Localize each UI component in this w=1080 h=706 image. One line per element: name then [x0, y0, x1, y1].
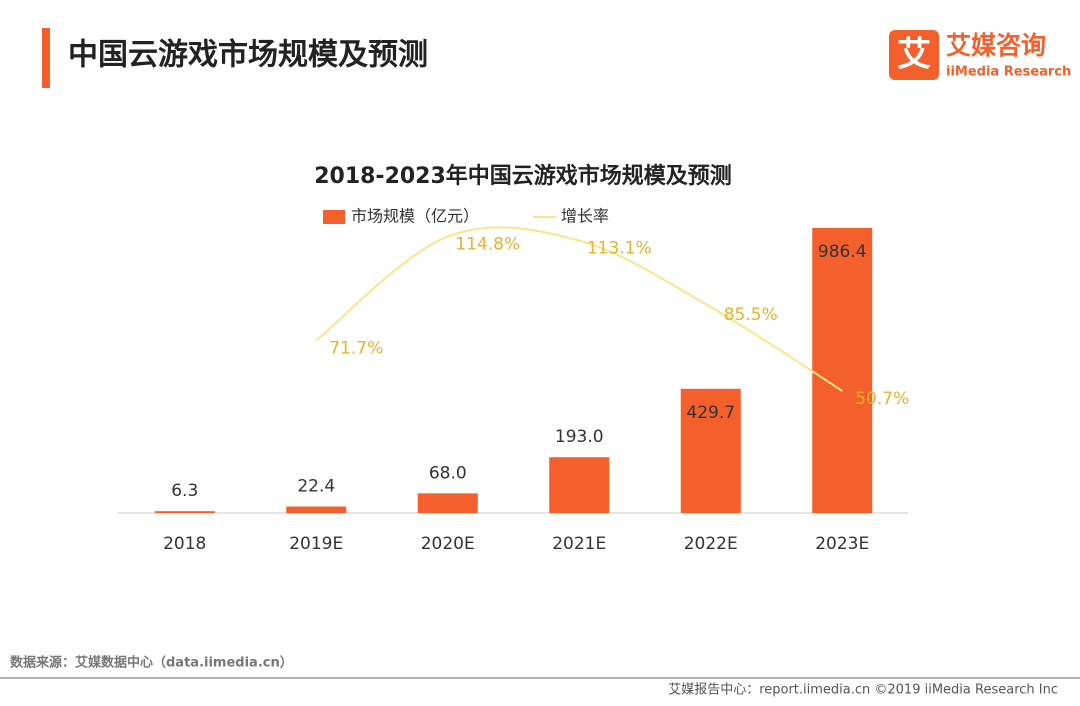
value-label: 429.7 — [686, 403, 735, 423]
logo-icon — [889, 30, 939, 80]
value-label: 6.3 — [171, 481, 198, 501]
bar — [417, 493, 478, 513]
x-tick-label: 2019E — [289, 534, 343, 554]
legend-label: 市场规模（亿元） — [351, 207, 479, 226]
source: 数据来源：艾媒数据中心（data.iimedia.cn） — [10, 655, 293, 671]
legend-swatch — [323, 210, 345, 224]
growth-label: 50.7% — [855, 389, 909, 409]
chart-title: 2018-2023年中国云游戏市场规模及预测 — [314, 163, 732, 189]
legend-label: 增长率 — [561, 207, 609, 226]
value-label: 193.0 — [555, 427, 604, 447]
growth-line — [315, 226, 843, 392]
x-tick-label: 2021E — [552, 534, 606, 554]
page-title: 中国云游戏市场规模及预测 — [68, 38, 428, 73]
bar — [154, 511, 215, 513]
growth-label: 71.7% — [329, 338, 383, 358]
x-tick-label: 2023E — [815, 534, 869, 554]
logo-mark: 艾 — [897, 35, 931, 75]
footer: 艾媒报告中心：report.iimedia.cn ©2019 iiMedia R… — [668, 683, 1058, 698]
growth-label: 113.1% — [587, 239, 652, 259]
value-label: 68.0 — [429, 463, 467, 483]
logo-sub: iiMedia Research — [946, 65, 1071, 80]
logo-name: 艾媒咨询 — [946, 31, 1046, 60]
growth-label: 114.8% — [455, 235, 520, 255]
bar — [549, 457, 610, 513]
title-accent — [42, 28, 50, 88]
x-tick-label: 2020E — [421, 534, 475, 554]
bar — [812, 227, 873, 513]
bar — [680, 388, 741, 513]
value-label: 22.4 — [297, 477, 335, 497]
growth-label: 85.5% — [724, 305, 778, 325]
x-tick-label: 2018 — [163, 534, 206, 554]
x-tick-label: 2022E — [684, 534, 738, 554]
value-label: 986.4 — [818, 242, 867, 262]
bar — [286, 506, 347, 513]
